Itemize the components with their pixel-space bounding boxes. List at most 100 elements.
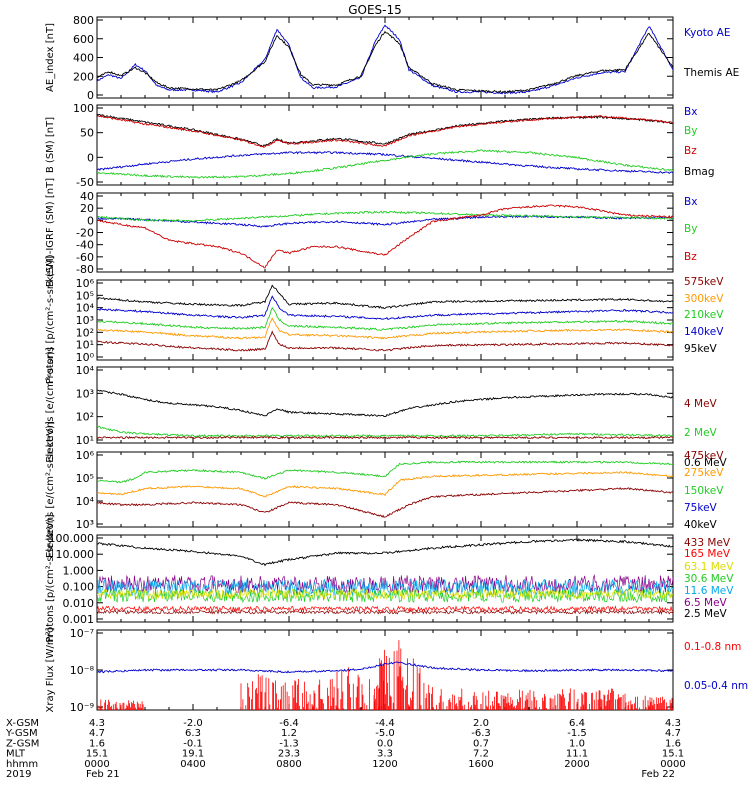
legend-entry: Bz	[684, 145, 697, 157]
y-tick-label: 10⁴	[76, 495, 95, 508]
series-475kev	[97, 487, 673, 518]
legend-entry: 2 MeV	[684, 427, 718, 439]
ephemeris-value: 0.7	[473, 738, 489, 749]
ephemeris-row-label: hhmm	[6, 759, 38, 770]
ephemeris-value: 1.6	[665, 738, 681, 749]
legend-entry: Themis AE	[683, 67, 739, 79]
legend-entry: 300keV	[684, 293, 724, 305]
y-tick-label: 50	[80, 127, 94, 140]
y-tick-label: 10³	[76, 387, 94, 400]
legend-entry: Bz	[684, 251, 697, 263]
legend-entry: 75keV	[684, 502, 718, 514]
legend-entry: 575keV	[684, 276, 724, 288]
legend-entry: 0.6 MeV	[684, 457, 728, 469]
y-axis-label: Protons [p/(cm²-s-sr-keV)]	[45, 514, 56, 642]
series-by	[97, 149, 673, 179]
y-tick-label: 100	[73, 102, 94, 115]
series-4-mev	[97, 435, 673, 440]
panel-electrons_mev: 10⁴ 10³ 10² 10¹ Electrons [e/(cm²-s-sr)] 4 Me…	[45, 347, 728, 469]
ephemeris-value: 6.4	[569, 718, 585, 729]
y-tick-label: 0	[87, 151, 94, 164]
ephemeris-value: 4.7	[89, 728, 105, 739]
panel-electrons_kev: 10⁶ 10⁵ 10⁴ 10³ Electrons [e/(cm²-s-sr-keV)]…	[45, 421, 724, 558]
legend-entry: 140keV	[684, 326, 724, 338]
y-tick-label: 10⁴	[76, 364, 95, 377]
y-tick-label: 10⁻⁸	[70, 664, 95, 677]
ephemeris-value: 4.3	[665, 718, 681, 729]
ephemeris-value: 6.3	[185, 728, 201, 739]
legend-entry: 433 MeV	[684, 537, 731, 549]
legend-entry: 95keV	[684, 343, 718, 355]
y-tick-label: 10⁻⁷	[70, 627, 94, 640]
y-axis-label: Electrons [e/(cm²-s-sr-keV)]	[45, 421, 56, 558]
series-11-6-mev	[97, 578, 673, 597]
ephemeris-value: 1200	[372, 759, 397, 770]
y-tick-label: 1.000	[63, 564, 95, 577]
ephemeris-value: 1600	[468, 759, 493, 770]
series-150kev	[97, 460, 673, 484]
y-tick-label: 0.001	[63, 613, 95, 626]
series-xray-long	[97, 640, 673, 710]
series-140kev	[97, 295, 673, 320]
legend-entry: 150keV	[684, 485, 724, 497]
legend-entry: Kyoto AE	[684, 27, 730, 39]
y-tick-label: 200	[73, 70, 94, 83]
y-tick-label: -40	[76, 239, 94, 252]
ephemeris-value: -2.0	[183, 718, 203, 729]
series-0-6-mev	[97, 389, 673, 418]
ephemeris-value: 2.0	[473, 718, 489, 729]
panel-bsm: 100 50 0 -50 B (SM) [nT] Bx By Bz Bmag	[45, 102, 715, 189]
series-0-05-0-4-nm	[97, 661, 673, 674]
ephemeris-row-label: MLT	[6, 749, 26, 760]
ephemeris-value: -6.3	[471, 728, 491, 739]
y-tick-label: 800	[73, 14, 94, 27]
legend-entry: By	[684, 125, 697, 137]
y-tick-label: 100.000	[49, 532, 95, 545]
y-axis-label: B (SM) [nT]	[45, 117, 56, 173]
ephemeris-value: 19.1	[182, 749, 204, 760]
y-tick-label: 10⁶	[76, 277, 95, 290]
y-tick-label: -50	[76, 176, 94, 189]
panel-frame	[96, 16, 674, 99]
y-tick-label: 0	[87, 214, 94, 227]
y-tick-label: 10⁵	[76, 472, 94, 485]
series-bz	[97, 114, 673, 148]
ephemeris-value: 15.1	[86, 749, 108, 760]
y-tick-label: -60	[76, 251, 94, 264]
panel-ae: 800 600 400 200 0 AE_index [nT] Kyoto AE Themis…	[45, 14, 739, 102]
series-themis-ae	[97, 30, 673, 94]
series-2-5-mev	[97, 538, 673, 567]
legend-entry: 275keV	[684, 467, 724, 479]
y-tick-label: 40	[80, 190, 94, 203]
ephemeris-value: Feb 21	[86, 769, 120, 780]
y-tick-label: 0	[87, 89, 94, 102]
series-575kev	[97, 330, 673, 352]
series-433-mev	[97, 609, 673, 615]
y-tick-label: -80	[76, 263, 94, 276]
ephemeris-value: 0.0	[377, 738, 393, 749]
ephemeris-value: -5.0	[375, 728, 395, 739]
panel-body	[97, 460, 673, 518]
legend-entry: 40keV	[684, 519, 718, 531]
y-tick-label: 10⁰	[76, 351, 95, 364]
ephemeris-value: 0800	[276, 759, 301, 770]
ephemeris-value: -1.5	[567, 728, 587, 739]
y-tick-label: 10³	[76, 518, 94, 531]
series-275kev	[97, 471, 673, 498]
panel-body	[97, 113, 673, 179]
series-by	[97, 210, 673, 223]
panel-body	[97, 204, 673, 269]
series-300kev	[97, 317, 673, 340]
panel-protons_high: 100.000 10.000 1.000 0.100 0.010 0.001 Protons…	[45, 514, 734, 642]
y-tick-label: 0.100	[63, 581, 95, 594]
panel-xray: 10⁻⁷ 10⁻⁸ 10⁻⁹ Xray Flux [W/m²] 0.1-0.8 nm 0.…	[45, 627, 748, 714]
y-axis-label: AE_index [nT]	[45, 23, 56, 92]
ephemeris-value: 1.2	[281, 728, 297, 739]
series-kyoto-ae	[97, 24, 673, 95]
y-axis-label: Protons [p/(cm²-s-sr-keV)]	[45, 256, 56, 384]
y-tick-label: 10.000	[56, 548, 95, 561]
ephemeris-row-label: Y-GSM	[5, 728, 38, 739]
legend-entry: 0.1-0.8 nm	[684, 641, 741, 653]
